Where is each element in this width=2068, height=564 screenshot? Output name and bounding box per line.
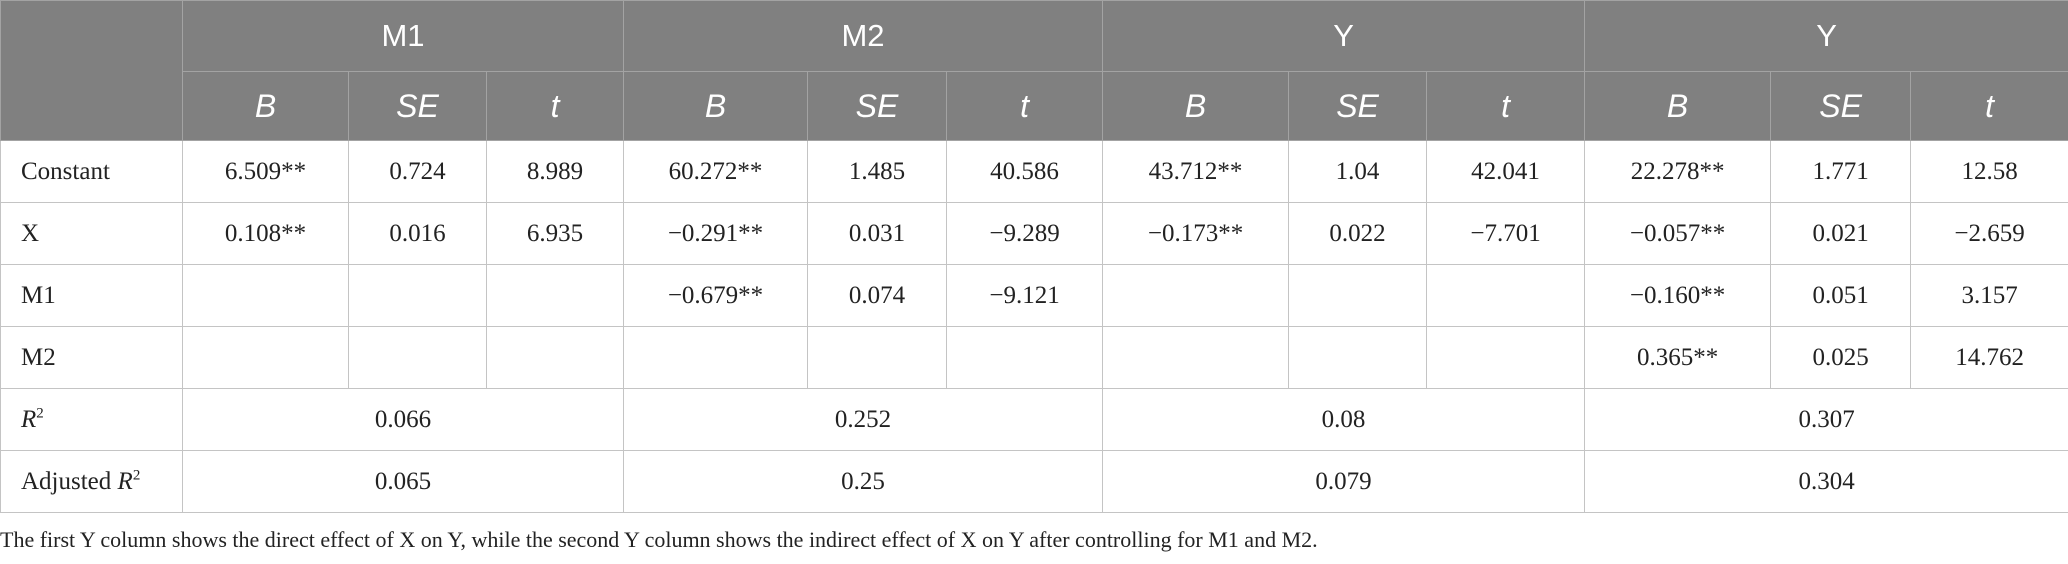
superscript-two: 2: [132, 467, 141, 484]
group-header-m2: M2: [623, 0, 1104, 72]
table-row-m1: M1 −0.679** 0.074 −9.121 −0.160** 0.051 …: [0, 264, 2068, 327]
header-b: B: [623, 71, 809, 141]
row-label-adjusted-r-squared: Adjusted R2: [0, 450, 183, 513]
table-cell: 22.278**: [1584, 140, 1772, 203]
header-t: t: [1910, 71, 2068, 141]
adjusted-prefix: Adjusted: [21, 467, 118, 495]
table-cell: −0.160**: [1584, 264, 1772, 327]
table-cell: [348, 264, 487, 327]
table-cell: [182, 326, 349, 389]
table-cell: [946, 326, 1104, 389]
table-cell: 43.712**: [1102, 140, 1290, 203]
superscript-two: 2: [36, 405, 44, 422]
group-header-row: M1 M2 Y Y: [0, 0, 2068, 141]
r-squared-y-direct: 0.08: [1102, 388, 1586, 451]
table-cell: [485, 264, 625, 327]
table-row-x: X 0.108** 0.016 6.935 −0.291** 0.031 −9.…: [0, 202, 2068, 265]
table-cell: 0.365**: [1584, 326, 1772, 389]
adjusted-r-squared-m2: 0.25: [623, 450, 1104, 513]
table-cell: −0.679**: [623, 264, 809, 327]
r-squared-y-indirect: 0.307: [1584, 388, 2068, 451]
corner-header-cell: [0, 0, 183, 141]
table-cell: −0.057**: [1584, 202, 1772, 265]
table-cell: [182, 264, 349, 327]
header-t: t: [946, 71, 1104, 141]
header-b: B: [182, 71, 349, 141]
table-footnote: The first Y column shows the direct effe…: [0, 527, 1318, 552]
table-cell: 1.04: [1288, 140, 1428, 203]
r-squared-m1: 0.066: [181, 388, 625, 451]
table-cell: −2.659: [1910, 202, 2068, 265]
table-cell: −0.291**: [623, 202, 809, 265]
table-cell: 0.108**: [182, 202, 349, 265]
table-cell: 8.989: [485, 140, 625, 203]
table-cell: [1288, 326, 1428, 389]
regression-table-container: M1 M2 Y Y B SE t B SE t B SE t B SE t Co…: [0, 0, 2068, 513]
table-cell: [1288, 264, 1428, 327]
table-cell: 6.509**: [182, 140, 349, 203]
table-cell: 42.041: [1426, 140, 1586, 203]
adjusted-r-squared-m1: 0.065: [181, 450, 625, 513]
header-se: SE: [807, 71, 948, 141]
table-cell: 0.022: [1288, 202, 1428, 265]
table-cell: −9.121: [946, 264, 1104, 327]
table-cell: 0.016: [348, 202, 487, 265]
header-b: B: [1584, 71, 1772, 141]
header-t: t: [485, 71, 625, 141]
header-se: SE: [1770, 71, 1912, 141]
adjusted-r-squared-y-direct: 0.079: [1102, 450, 1586, 513]
regression-table: M1 M2 Y Y B SE t B SE t B SE t B SE t Co…: [0, 0, 2068, 513]
table-cell: −9.289: [946, 202, 1104, 265]
table-cell: 12.58: [1910, 140, 2068, 203]
group-header-y-indirect: Y: [1584, 0, 2068, 72]
header-t: t: [1426, 71, 1586, 141]
stat-header-row: B SE t B SE t B SE t B SE t: [1, 71, 2068, 141]
table-cell: [1102, 326, 1290, 389]
adjusted-r-squared-y-indirect: 0.304: [1584, 450, 2068, 513]
row-label: X: [0, 202, 183, 265]
table-row-r-squared: R2 0.066 0.252 0.08 0.307: [0, 388, 2068, 451]
table-cell: −7.701: [1426, 202, 1586, 265]
table-cell: 0.724: [348, 140, 487, 203]
table-cell: 0.051: [1770, 264, 1912, 327]
group-header-m1: M1: [181, 0, 625, 72]
table-cell: [807, 326, 948, 389]
r-symbol: R: [21, 405, 37, 433]
table-cell: 60.272**: [623, 140, 809, 203]
table-cell: 1.485: [807, 140, 948, 203]
table-cell: [348, 326, 487, 389]
table-row-m2: M2 0.365** 0.025 14.762: [0, 326, 2068, 389]
table-cell: [1102, 264, 1290, 327]
table-cell: [1426, 326, 1586, 389]
table-cell: 1.771: [1770, 140, 1912, 203]
group-header-y-direct: Y: [1102, 0, 1586, 72]
table-cell: [485, 326, 625, 389]
table-cell: 0.074: [807, 264, 948, 327]
row-label-r-squared: R2: [0, 388, 183, 451]
header-b: B: [1102, 71, 1290, 141]
r-squared-m2: 0.252: [623, 388, 1104, 451]
row-label: M2: [0, 326, 183, 389]
r-symbol: R: [117, 467, 133, 495]
table-cell: 0.021: [1770, 202, 1912, 265]
header-se: SE: [1288, 71, 1428, 141]
table-cell: [1426, 264, 1586, 327]
row-label: Constant: [0, 140, 183, 203]
table-cell: 6.935: [485, 202, 625, 265]
table-cell: 14.762: [1910, 326, 2068, 389]
header-se: SE: [348, 71, 487, 141]
row-label: M1: [0, 264, 183, 327]
table-row-adjusted-r-squared: Adjusted R2 0.065 0.25 0.079 0.304: [0, 450, 2068, 513]
table-cell: 0.025: [1770, 326, 1912, 389]
table-cell: 0.031: [807, 202, 948, 265]
table-cell: 40.586: [946, 140, 1104, 203]
table-row-constant: Constant 6.509** 0.724 8.989 60.272** 1.…: [0, 140, 2068, 203]
table-cell: 3.157: [1910, 264, 2068, 327]
table-cell: [623, 326, 809, 389]
table-cell: −0.173**: [1102, 202, 1290, 265]
